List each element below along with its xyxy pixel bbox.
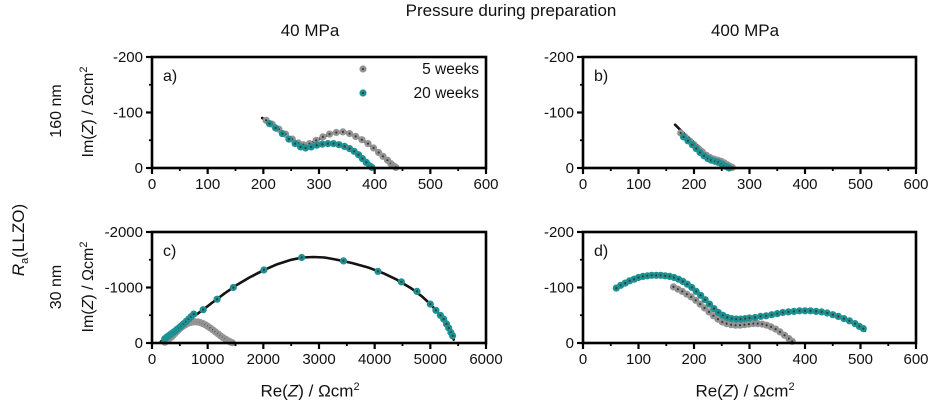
panel-a-x-tick-label: 600	[473, 176, 498, 193]
panel-d-y-tick-label: -100	[544, 280, 574, 297]
legend-label-5-weeks: 5 weeks	[422, 61, 479, 78]
panel-d: 0 100 200 300 400 500 600 0 -100 -200 d)	[544, 224, 929, 368]
panel-b-x-tick-label: 400	[792, 176, 817, 193]
x-axis-label-left: Re(Z) / Ωcm2	[260, 381, 360, 401]
panel-c-y-tick-label: -1000	[105, 280, 143, 297]
panel-c-series-20-weeks	[161, 253, 457, 343]
legend: 5 weeks 20 weeks	[359, 61, 479, 102]
panel-d-x-tick-label: 0	[579, 351, 587, 368]
panel-a-y-tick-label: -200	[113, 49, 143, 66]
panel-d-x-tick-label: 400	[792, 351, 817, 368]
panel-d-x-tick-label: 200	[681, 351, 706, 368]
panel-a-x-tick-label: 100	[195, 176, 220, 193]
panel-c-x-tick-label: 5000	[414, 351, 447, 368]
panel-b-x-tick-label: 0	[579, 176, 587, 193]
panel-a-axes: 0 100 200 300 400 500 600 0 -100 -200	[113, 49, 499, 193]
panel-c-axes: 0 1000 2000 3000 4000 5000 6000 0 -1000 -2000	[105, 224, 503, 368]
panel-b-x-tick-label: 300	[737, 176, 762, 193]
panel-b-x-tick-label: 100	[626, 176, 651, 193]
panel-d-axes: 0 100 200 300 400 500 600 0 -100 -200	[544, 224, 929, 368]
panel-d-y-tick-label: 0	[566, 335, 574, 352]
panel-a-x-tick-label: 200	[251, 176, 276, 193]
panel-a-x-tick-label: 0	[148, 176, 156, 193]
panel-b-letter: b)	[594, 68, 608, 85]
panel-d-x-tick-label: 100	[626, 351, 651, 368]
panel-c-fit-line	[159, 255, 455, 343]
panel-c-x-tick-label: 6000	[469, 351, 502, 368]
panel-b-y-tick-label: 0	[566, 160, 574, 177]
panel-c-y-tick-label: -2000	[105, 224, 143, 241]
panel-c-letter: c)	[163, 243, 176, 260]
panel-d-y-tick-label: -200	[544, 224, 574, 241]
panel-d-series-20-weeks	[612, 271, 867, 333]
panel-d-x-tick-label: 500	[848, 351, 873, 368]
panel-a-x-tick-label: 300	[306, 176, 331, 193]
panel-b-x-tick-label: 600	[903, 176, 928, 193]
x-axis-label-right: Re(Z) / Ωcm2	[695, 381, 795, 401]
panel-a-series-20-weeks	[265, 120, 376, 171]
panel-b-y-tick-label: -100	[544, 105, 574, 122]
panel-b-series-20-weeks	[679, 133, 733, 172]
panel-c-x-tick-label: 4000	[358, 351, 391, 368]
panel-d-x-tick-label: 300	[737, 351, 762, 368]
panel-a-y-tick-label: -100	[113, 105, 143, 122]
panel-c-x-tick-label: 2000	[247, 351, 280, 368]
panel-c-x-tick-label: 3000	[302, 351, 335, 368]
column-header-40mpa: 40 MPa	[280, 21, 340, 40]
panel-b-x-tick-label: 200	[681, 176, 706, 193]
column-header-400mpa: 400 MPa	[710, 21, 780, 40]
panel-a: 0 100 200 300 400 500 600 0 -100 -200 a) 5 weeks 20 …	[113, 49, 499, 193]
panel-b-axes: 0 100 200 300 400 500 600 0 -100 -200	[544, 49, 929, 193]
panel-a-x-tick-label: 500	[418, 176, 443, 193]
panel-b: 0 100 200 300 400 500 600 0 -100 -200 b)	[544, 49, 929, 193]
panel-d-series-5-weeks	[669, 283, 796, 345]
panel-a-x-tick-label: 400	[362, 176, 387, 193]
panel-a-y-tick-label: 0	[135, 160, 143, 177]
panel-c-x-tick-label: 0	[148, 351, 156, 368]
figure-title: Pressure during preparation	[405, 1, 617, 20]
panel-d-x-tick-label: 600	[903, 351, 928, 368]
panel-c-y-tick-label: 0	[135, 335, 143, 352]
legend-label-20-weeks: 20 weeks	[414, 85, 480, 102]
panel-b-x-tick-label: 500	[848, 176, 873, 193]
panel-d-letter: d)	[594, 243, 608, 260]
panel-a-letter: a)	[163, 68, 177, 85]
panel-c-x-tick-label: 1000	[191, 351, 224, 368]
panel-c: 0 1000 2000 3000 4000 5000 6000 0 -1000 -2000 c)	[105, 224, 503, 368]
panel-b-y-tick-label: -200	[544, 49, 574, 66]
